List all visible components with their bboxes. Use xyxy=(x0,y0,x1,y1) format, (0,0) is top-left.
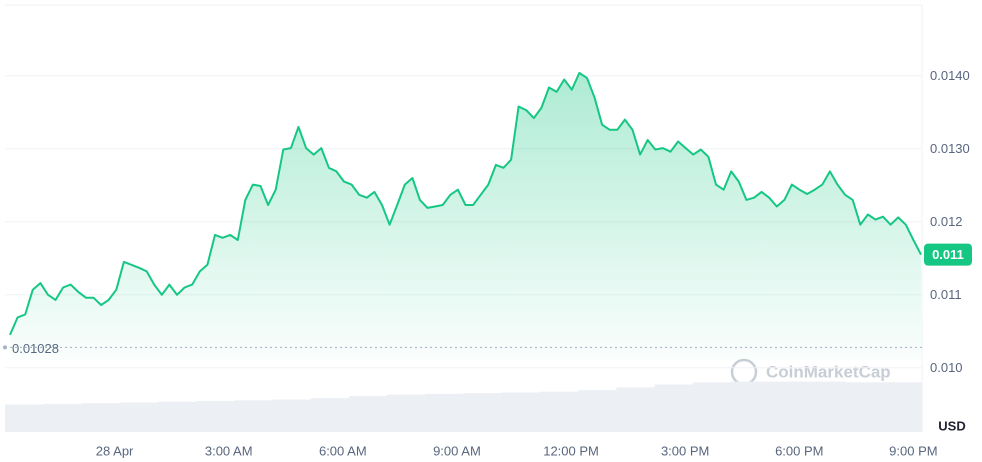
volume-bar xyxy=(769,381,808,432)
current-price-label: 0.011 xyxy=(932,247,964,262)
volume-bar xyxy=(81,403,121,432)
volume-bar xyxy=(5,404,44,432)
volume-bar xyxy=(501,392,541,432)
x-tick-label: 9:00 AM xyxy=(433,443,481,458)
volume-bar xyxy=(387,394,426,432)
volume-bar xyxy=(196,401,235,432)
y-tick-label: 0.011 xyxy=(930,287,962,302)
volume-bar xyxy=(539,391,579,432)
currency-label: USD xyxy=(938,418,965,433)
x-tick-label: 3:00 AM xyxy=(205,443,253,458)
volume-bar xyxy=(807,381,847,432)
x-tick-label: 9:00 PM xyxy=(889,443,937,458)
y-tick-label: 0.0140 xyxy=(930,68,970,83)
volume-bar xyxy=(157,401,197,432)
volume-bar xyxy=(43,403,82,432)
volume-bar xyxy=(883,382,923,432)
current-price-badge xyxy=(924,243,972,266)
watermark: CoinMarketCap xyxy=(730,358,891,386)
price-line xyxy=(9,71,922,336)
volume-bar xyxy=(119,402,159,432)
y-tick-label: 0.010 xyxy=(930,360,963,375)
volume-bar xyxy=(310,398,350,432)
watermark-logo xyxy=(730,358,758,386)
volume-bar xyxy=(578,390,617,432)
y-tick-label: 0.012 xyxy=(930,214,963,229)
volume-bar xyxy=(425,393,464,432)
volume-bar xyxy=(616,387,656,432)
x-tick-label: 12:00 PM xyxy=(543,443,599,458)
volume-bar xyxy=(463,393,503,432)
x-tick-label: 6:00 PM xyxy=(775,443,823,458)
volume-bar xyxy=(654,384,694,432)
reference-dot xyxy=(3,345,7,350)
y-tick-label: 0.0130 xyxy=(930,141,970,156)
watermark-text: CoinMarketCap xyxy=(766,362,891,381)
price-area xyxy=(10,72,921,361)
x-tick-label: 28 Apr xyxy=(96,443,134,458)
volume-bar xyxy=(348,396,388,432)
volume-bar xyxy=(272,399,312,432)
volume-bar xyxy=(845,382,885,432)
volume-bar xyxy=(234,400,273,432)
x-tick-label: 6:00 AM xyxy=(319,443,367,458)
volume-bar xyxy=(692,382,732,432)
volume-bar xyxy=(730,381,770,432)
x-tick-label: 3:00 PM xyxy=(661,443,709,458)
